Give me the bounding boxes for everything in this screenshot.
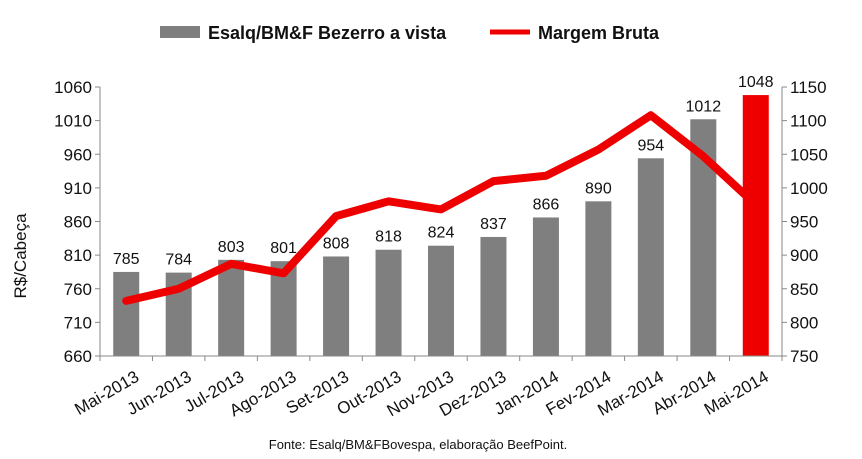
right-tick-label: 950 <box>790 213 818 232</box>
bar-data-label: 1048 <box>738 74 774 91</box>
right-tick-label: 850 <box>790 280 818 299</box>
line-point <box>230 262 233 265</box>
bar <box>637 158 664 356</box>
bar <box>218 259 245 356</box>
bar-data-label: 801 <box>270 240 297 257</box>
bar-data-label: 890 <box>585 180 612 197</box>
right-tick-label: 1100 <box>790 112 827 131</box>
line-point <box>125 299 128 302</box>
line-point <box>440 208 442 211</box>
left-tick-label: 760 <box>64 280 92 299</box>
line-point <box>649 114 652 117</box>
line-point <box>282 272 285 275</box>
right-tick-label: 900 <box>790 246 818 265</box>
line-point <box>702 155 705 158</box>
left-tick-label: 1010 <box>54 112 92 131</box>
right-tick-label: 1150 <box>790 78 827 97</box>
bar <box>585 201 612 356</box>
legend-label-bar: Esalq/BM&F Bezerro a vista <box>208 23 447 43</box>
bar-data-label: 785 <box>113 251 140 268</box>
line-point <box>544 174 547 177</box>
bar-data-label: 824 <box>428 225 455 242</box>
bar <box>428 245 454 356</box>
bar <box>532 217 559 356</box>
bar-data-label: 803 <box>218 239 245 256</box>
legend: Esalq/BM&F Bezerro a vista Margem Bruta <box>160 23 660 43</box>
bar-data-label: 837 <box>480 216 507 233</box>
legend-label-line: Margem Bruta <box>538 23 660 43</box>
bar <box>375 249 402 356</box>
left-tick-label: 960 <box>64 145 92 164</box>
legend-swatch-bar <box>160 26 200 38</box>
line-layer <box>122 111 760 305</box>
left-tick-label: 710 <box>64 313 92 332</box>
bar-data-label: 954 <box>637 137 664 154</box>
right-tick-label: 1050 <box>790 145 828 164</box>
bar <box>742 95 769 356</box>
bar <box>113 271 140 356</box>
line-point <box>597 148 600 151</box>
bar-data-label: 1012 <box>686 98 722 115</box>
left-tick-label: 860 <box>64 213 92 232</box>
line-point <box>335 215 338 218</box>
right-tick-label: 750 <box>790 347 818 366</box>
left-tick-label: 660 <box>64 347 92 366</box>
line-point <box>492 180 495 183</box>
line-point <box>387 200 390 203</box>
line-point <box>177 287 180 290</box>
source-note: Fonte: Esalq/BM&FBovespa, elaboração Bee… <box>269 437 567 452</box>
bar-data-label: 818 <box>375 229 402 246</box>
bars: 785 784 803 801 808 818 824 837 866 890 954 1012 104… <box>113 74 774 356</box>
y-axis-label: R$/Cabeça <box>11 213 30 299</box>
left-tick-label: 810 <box>64 246 92 265</box>
right-tick-label: 1000 <box>790 179 828 198</box>
left-tick-label: 1060 <box>54 78 92 97</box>
bar <box>323 256 350 356</box>
left-tick-label: 910 <box>64 179 92 198</box>
line-point <box>754 203 757 206</box>
bar-data-label: 808 <box>323 235 350 252</box>
bar <box>480 236 507 356</box>
bar-data-label: 866 <box>533 196 560 213</box>
right-tick-label: 800 <box>790 313 818 332</box>
bar-data-label: 784 <box>165 252 192 269</box>
